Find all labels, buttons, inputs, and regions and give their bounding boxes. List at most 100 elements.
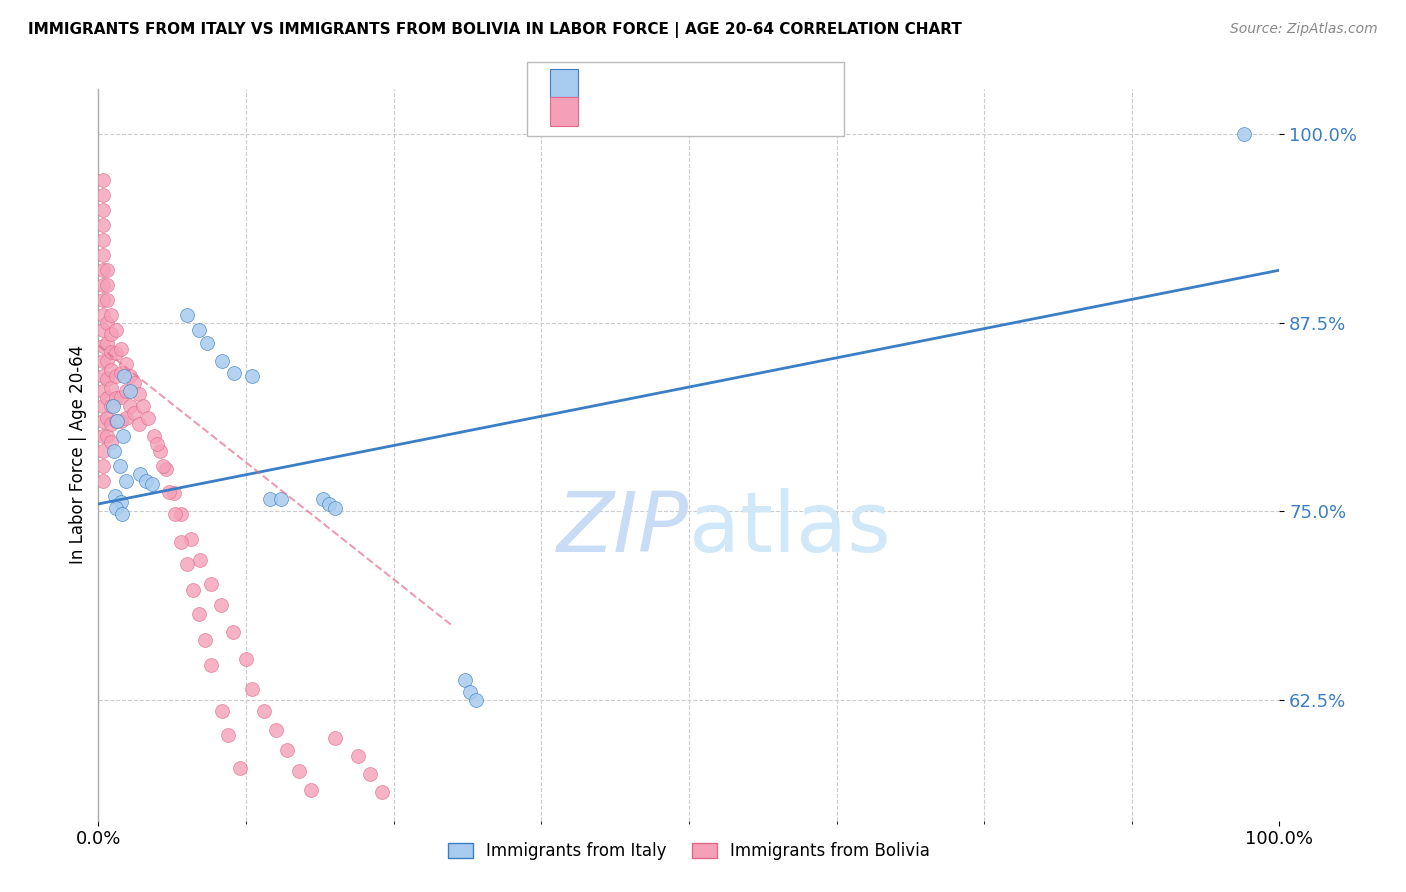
Point bbox=[96, 293, 118, 308]
Point bbox=[318, 497, 340, 511]
Text: R = -0.302   N = 93: R = -0.302 N = 93 bbox=[591, 103, 768, 120]
Point bbox=[114, 357, 136, 371]
Point bbox=[91, 475, 114, 489]
Point bbox=[114, 475, 136, 489]
Point bbox=[91, 218, 114, 232]
Point bbox=[110, 414, 132, 428]
Point bbox=[264, 723, 287, 738]
Point bbox=[96, 353, 118, 368]
Point bbox=[224, 366, 246, 380]
Point bbox=[453, 673, 475, 688]
Point bbox=[91, 414, 114, 428]
Point bbox=[105, 414, 128, 428]
Point bbox=[288, 764, 311, 778]
Point bbox=[91, 309, 114, 323]
Point bbox=[91, 248, 114, 262]
Point bbox=[465, 693, 488, 707]
Point bbox=[270, 492, 292, 507]
Point bbox=[132, 399, 155, 413]
Point bbox=[100, 344, 122, 359]
Point bbox=[91, 338, 114, 352]
Point bbox=[110, 495, 132, 509]
Point bbox=[100, 362, 122, 376]
Point bbox=[114, 411, 136, 425]
Point bbox=[165, 508, 187, 522]
Point bbox=[96, 335, 118, 350]
Point bbox=[209, 598, 232, 612]
Point bbox=[122, 407, 145, 421]
Point bbox=[91, 429, 114, 443]
Point bbox=[146, 436, 169, 450]
Point bbox=[110, 390, 132, 404]
Text: R =  0.306   N = 30: R = 0.306 N = 30 bbox=[591, 74, 766, 92]
Point bbox=[91, 278, 114, 293]
Point bbox=[195, 335, 218, 350]
Point bbox=[104, 489, 127, 503]
Point bbox=[114, 384, 136, 398]
Point bbox=[100, 381, 122, 395]
Point bbox=[91, 353, 114, 368]
Point bbox=[91, 293, 114, 308]
Point bbox=[101, 399, 124, 413]
Point bbox=[217, 728, 239, 742]
Point bbox=[200, 658, 222, 673]
Point bbox=[157, 484, 180, 499]
Point bbox=[181, 582, 204, 597]
Point bbox=[211, 704, 233, 718]
Point bbox=[1233, 128, 1256, 142]
Point bbox=[180, 532, 202, 546]
Point bbox=[103, 444, 125, 458]
Point bbox=[135, 475, 157, 489]
Point bbox=[128, 387, 150, 401]
Point bbox=[96, 372, 118, 386]
Point bbox=[100, 309, 122, 323]
Point bbox=[96, 411, 118, 425]
Point bbox=[105, 346, 128, 360]
Point bbox=[105, 392, 128, 406]
Point bbox=[105, 368, 128, 383]
Point bbox=[211, 353, 233, 368]
Point bbox=[235, 652, 257, 666]
Point bbox=[188, 553, 211, 567]
Point bbox=[176, 558, 198, 572]
Legend: Immigrants from Italy, Immigrants from Bolivia: Immigrants from Italy, Immigrants from B… bbox=[441, 836, 936, 867]
Point bbox=[359, 767, 381, 781]
Text: ZIP: ZIP bbox=[557, 488, 689, 568]
Point bbox=[152, 459, 174, 474]
Point bbox=[111, 508, 134, 522]
Point bbox=[105, 414, 128, 428]
Point bbox=[128, 417, 150, 431]
Point bbox=[170, 508, 193, 522]
Point bbox=[108, 459, 131, 474]
Point bbox=[240, 682, 263, 697]
Point bbox=[91, 263, 114, 277]
Point bbox=[128, 467, 150, 481]
Point bbox=[112, 429, 135, 443]
Point bbox=[96, 278, 118, 293]
Point bbox=[112, 368, 135, 383]
Point bbox=[120, 399, 142, 413]
Point bbox=[91, 459, 114, 474]
Point bbox=[91, 384, 114, 398]
Point bbox=[187, 607, 209, 621]
Point bbox=[371, 785, 394, 799]
Point bbox=[155, 462, 177, 476]
Point bbox=[253, 704, 276, 718]
Point bbox=[229, 761, 252, 775]
Point bbox=[120, 368, 142, 383]
Point bbox=[96, 429, 118, 443]
Point bbox=[276, 743, 298, 757]
Point bbox=[141, 477, 163, 491]
Point bbox=[96, 263, 118, 277]
Point bbox=[91, 172, 114, 186]
Point bbox=[176, 309, 198, 323]
Point bbox=[91, 399, 114, 413]
Point bbox=[240, 368, 263, 383]
Point bbox=[100, 435, 122, 450]
Point bbox=[91, 187, 114, 202]
Text: IMMIGRANTS FROM ITALY VS IMMIGRANTS FROM BOLIVIA IN LABOR FORCE | AGE 20-64 CORR: IMMIGRANTS FROM ITALY VS IMMIGRANTS FROM… bbox=[28, 22, 962, 38]
Point bbox=[312, 492, 335, 507]
Text: Source: ZipAtlas.com: Source: ZipAtlas.com bbox=[1230, 22, 1378, 37]
Point bbox=[323, 501, 346, 516]
Point bbox=[105, 324, 128, 338]
